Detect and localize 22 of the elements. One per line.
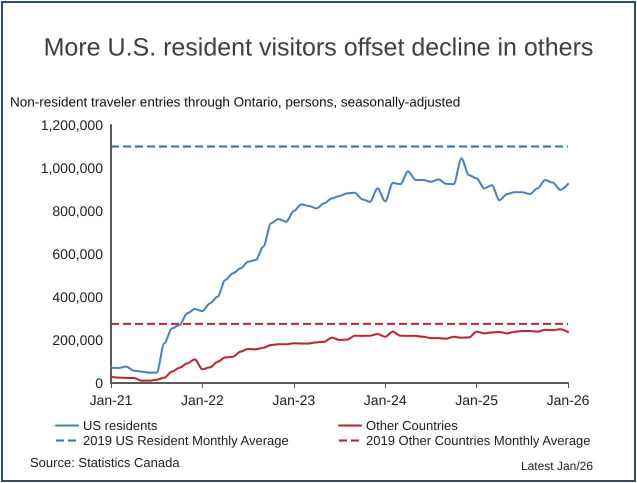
x-tick-label: Jan-25	[455, 392, 498, 408]
source-note: Source: Statistics Canada	[30, 455, 180, 470]
y-tick-label: 600,000	[52, 246, 104, 262]
x-tick-label: Jan-24	[364, 392, 407, 408]
x-tick-label: Jan-21	[90, 392, 133, 408]
y-tick-label: 1,200,000	[40, 117, 104, 133]
y-tick-label: 800,000	[52, 203, 104, 219]
chart-title: More U.S. resident visitors offset decline in others	[44, 34, 594, 62]
x-tick-label: Jan-22	[180, 392, 224, 408]
x-tick-label: Jan-26	[546, 392, 590, 408]
text: Latest Jan/26	[520, 459, 594, 473]
y-tick-label: 400,000	[52, 289, 104, 305]
legend-label: 2019 US Resident Monthly Average	[83, 433, 289, 448]
line-series	[110, 157, 569, 374]
legend-label: US residents	[83, 418, 158, 433]
legend-label: Other Countries	[366, 418, 458, 433]
y-tick-label: 0	[95, 375, 104, 391]
x-tick-label: Jan-23	[272, 392, 316, 408]
y-tick-label: 1,000,000	[40, 160, 104, 176]
legend-label: 2019 Other Countries Monthly Average	[366, 433, 591, 448]
y-tick-label: 200,000	[52, 332, 104, 348]
y-axis-title: Non-resident traveler entries through Ontario, persons, seasonally-adjusted	[10, 94, 460, 110]
